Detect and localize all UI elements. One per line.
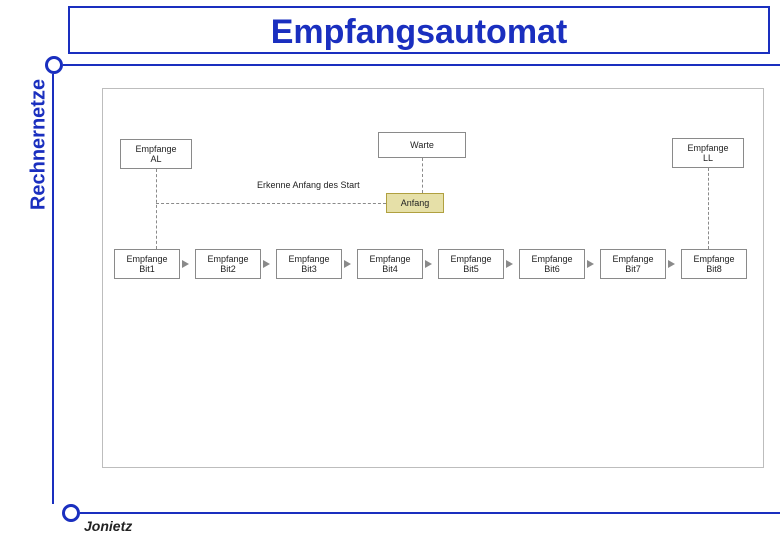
node-bit8: Empfange Bit8	[681, 249, 747, 279]
node-bit5: Empfange Bit5	[438, 249, 504, 279]
accent-bullet-top	[45, 56, 63, 74]
node-label: Bit7	[625, 264, 641, 274]
edge-warte-down	[422, 158, 423, 193]
node-label: Bit8	[706, 264, 722, 274]
author-name: Jonietz	[84, 518, 132, 534]
node-bit2: Empfange Bit2	[195, 249, 261, 279]
accent-bullet-author	[62, 504, 80, 522]
arrow-bit-1-2	[182, 260, 189, 268]
node-label: Empfange	[369, 254, 410, 264]
node-label: Empfange	[612, 254, 653, 264]
node-bit6: Empfange Bit6	[519, 249, 585, 279]
arrow-bit-3-4	[344, 260, 351, 268]
edge-al-down	[156, 169, 157, 249]
page-title: Empfangsautomat	[68, 6, 770, 54]
arrow-bit-6-7	[587, 260, 594, 268]
accent-rule-top	[63, 64, 780, 66]
edge-anfang-left	[156, 203, 386, 204]
node-label: Bit1	[139, 264, 155, 274]
node-label: LL	[703, 153, 713, 163]
node-bit4: Empfange Bit4	[357, 249, 423, 279]
arrow-bit-4-5	[425, 260, 432, 268]
node-label: Bit4	[382, 264, 398, 274]
node-label: Empfange	[693, 254, 734, 264]
node-label: Empfange	[450, 254, 491, 264]
node-label: Bit5	[463, 264, 479, 274]
node-bit3: Empfange Bit3	[276, 249, 342, 279]
node-label: Bit6	[544, 264, 560, 274]
node-empfange-al: Empfange AL	[120, 139, 192, 169]
arrow-bit-2-3	[263, 260, 270, 268]
node-empfange-ll: Empfange LL	[672, 138, 744, 168]
node-bit7: Empfange Bit7	[600, 249, 666, 279]
node-label: Empfange	[135, 144, 176, 154]
node-label: Empfange	[531, 254, 572, 264]
node-label: Warte	[410, 140, 434, 150]
node-label: Empfange	[687, 143, 728, 153]
sidebar-label: Rechnernetze	[28, 55, 51, 235]
node-anfang: Anfang	[386, 193, 444, 213]
node-label: Empfange	[126, 254, 167, 264]
node-label: Bit2	[220, 264, 236, 274]
accent-rule-author	[80, 512, 780, 514]
node-bit1: Empfange Bit1	[114, 249, 180, 279]
node-warte: Warte	[378, 132, 466, 158]
arrow-bit-7-8	[668, 260, 675, 268]
node-label: Empfange	[207, 254, 248, 264]
node-label: Bit3	[301, 264, 317, 274]
edge-label-erkenne: Erkenne Anfang des Start	[257, 180, 360, 190]
accent-rule-left	[52, 74, 54, 504]
arrow-bit-5-6	[506, 260, 513, 268]
edge-ll-down	[708, 168, 709, 249]
node-label: Empfange	[288, 254, 329, 264]
node-label: Anfang	[401, 198, 430, 208]
node-label: AL	[150, 154, 161, 164]
